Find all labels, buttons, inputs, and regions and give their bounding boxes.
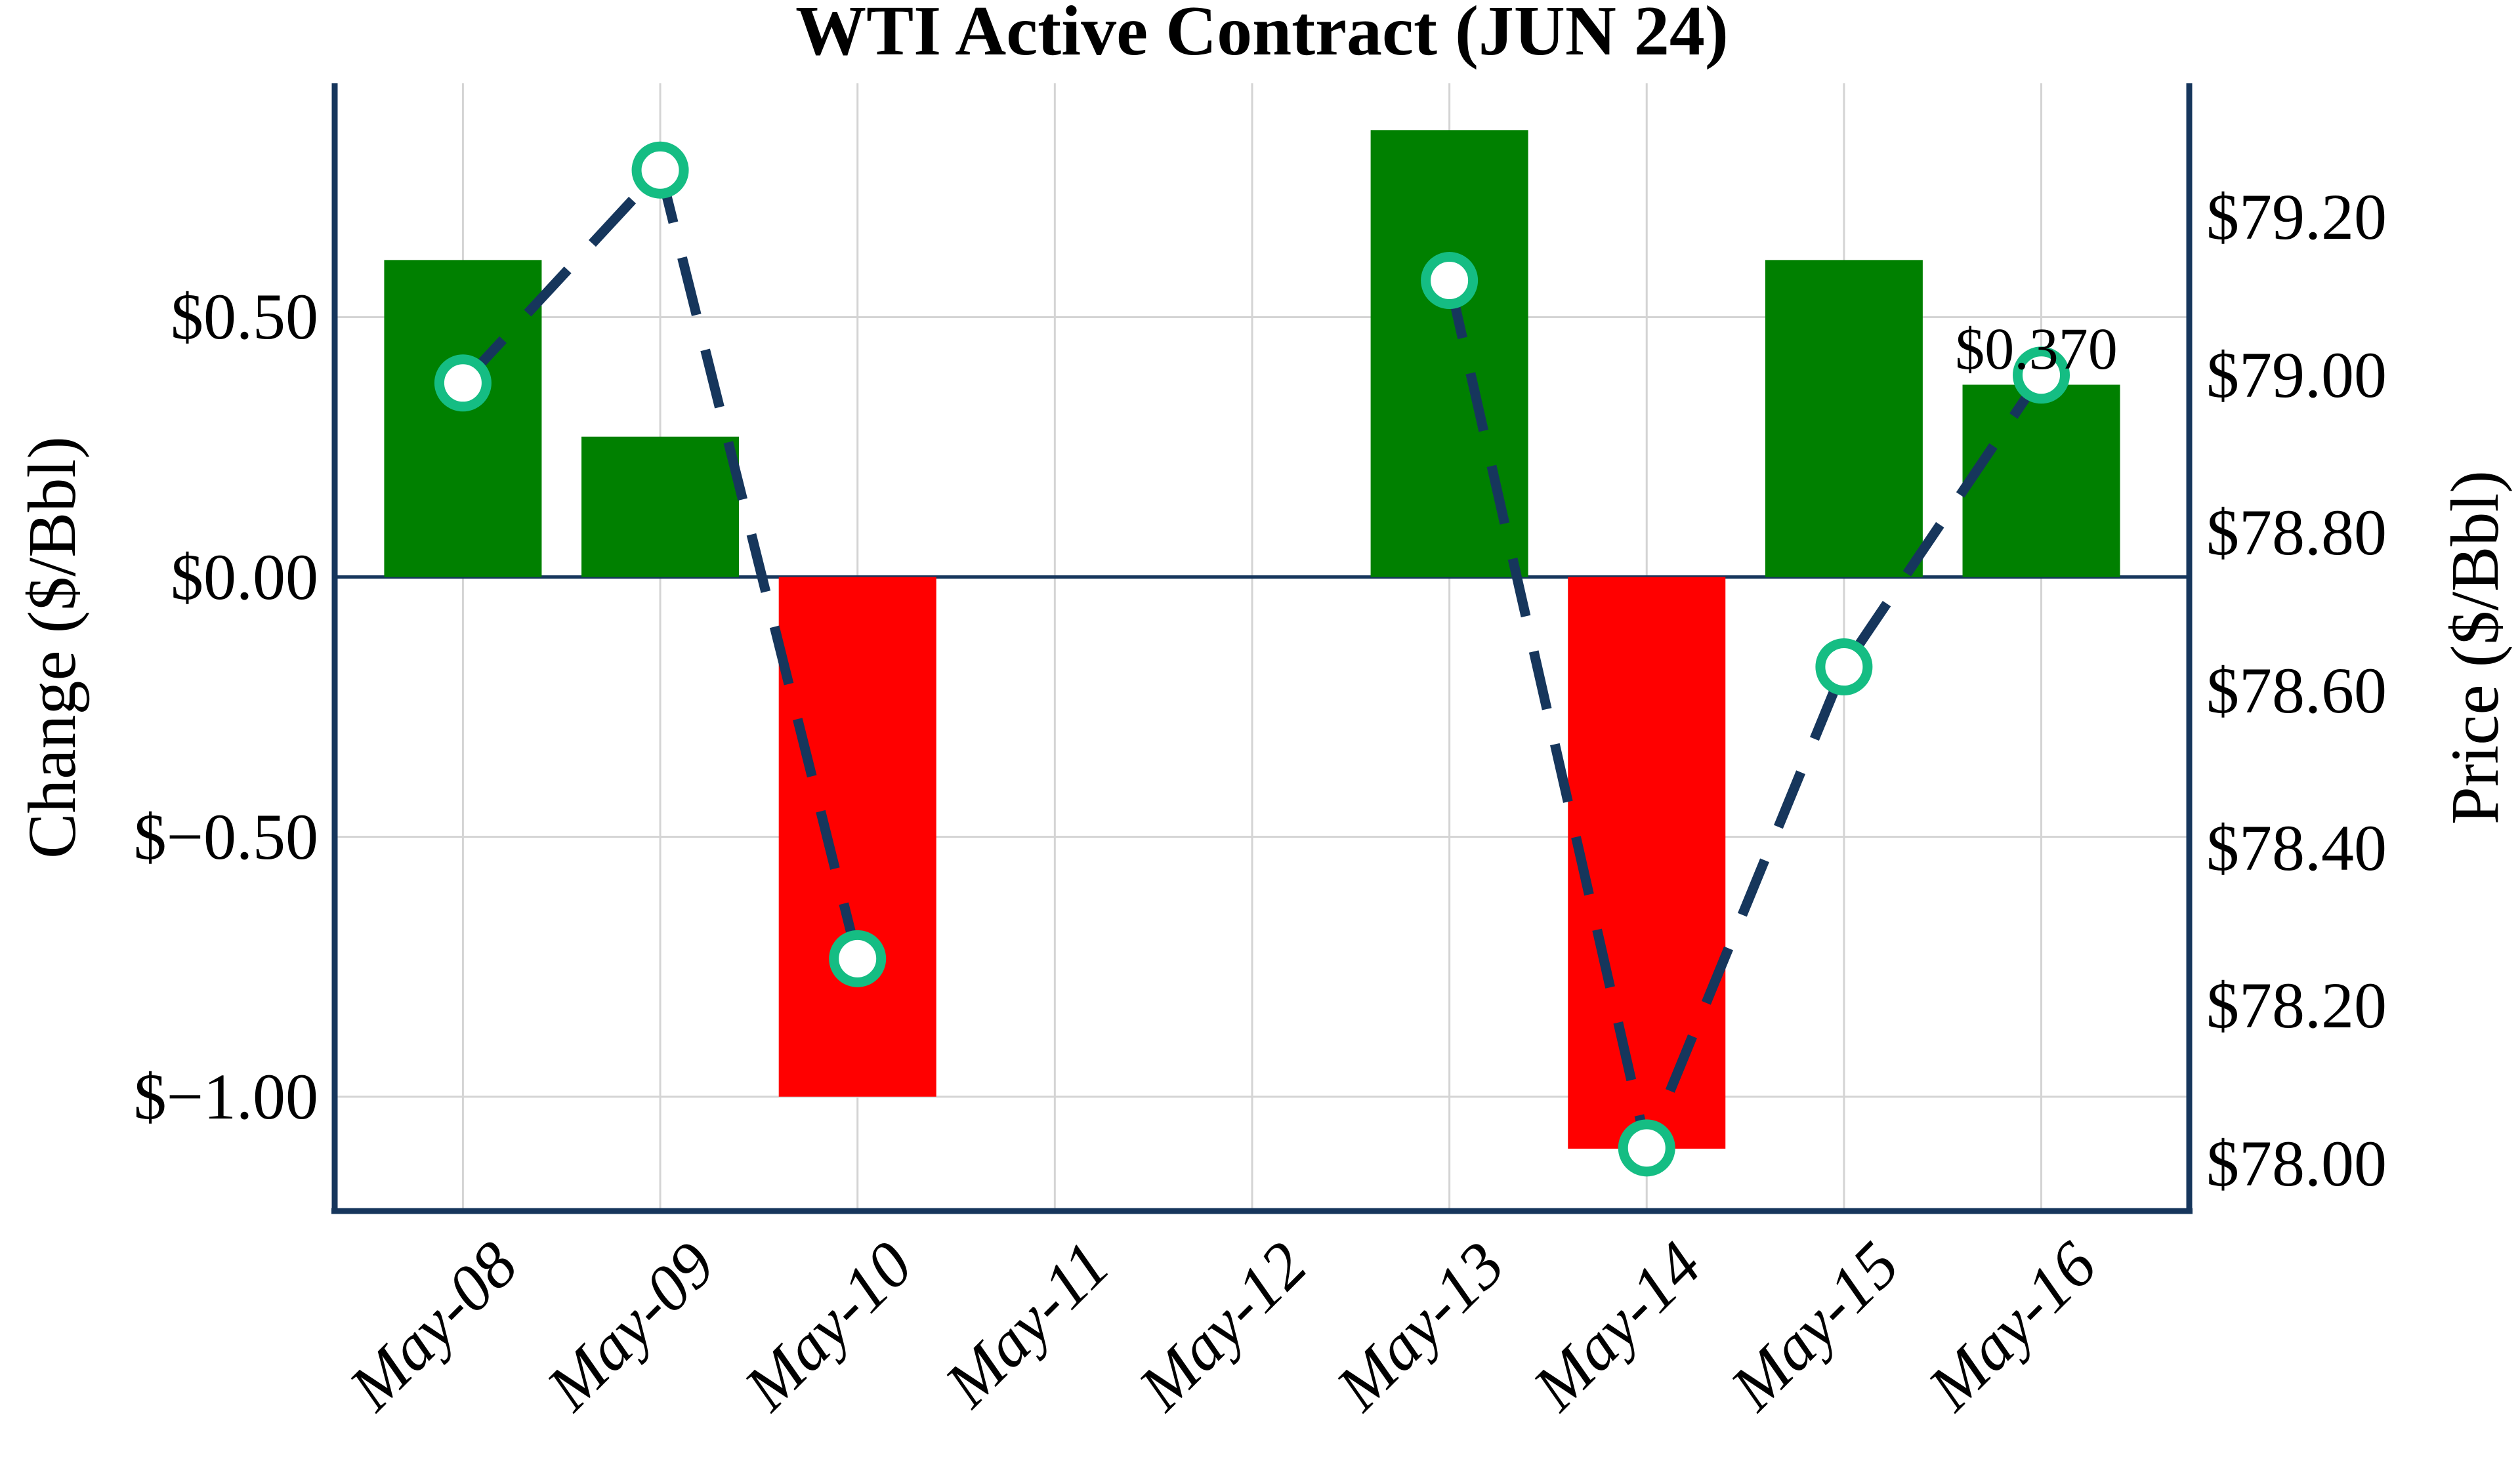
left-tick-label: $0.50 [171, 280, 318, 354]
change-bar [384, 260, 542, 577]
left-tick-label: $−0.50 [133, 800, 318, 873]
right-axis-label: Price ($/Bbl) [2437, 470, 2513, 825]
change-bar [1962, 384, 2120, 577]
right-tick-label: $78.00 [2206, 1126, 2387, 1200]
price-marker [631, 141, 689, 199]
price-marker [1815, 638, 1873, 696]
right-tick-label: $78.20 [2206, 969, 2387, 1042]
change-bar [1765, 260, 1923, 577]
price-marker [434, 354, 492, 412]
chart-title: WTI Active Contract (JUN 24) [795, 0, 1729, 70]
left-axis-label: Change ($/Bbl) [14, 436, 90, 859]
last-change-annotation: $0.370 [1955, 317, 2118, 382]
price-marker [1421, 252, 1479, 310]
change-bar [581, 436, 740, 577]
price-marker [2013, 346, 2070, 404]
left-tick-label: $−1.00 [133, 1059, 318, 1133]
right-tick-label: $79.00 [2206, 338, 2387, 411]
left-tick-label: $0.00 [171, 540, 318, 613]
right-tick-label: $78.40 [2206, 812, 2387, 885]
price-line [1444, 279, 2046, 1164]
right-tick-label: $78.60 [2206, 653, 2387, 727]
right-tick-label: $79.20 [2206, 180, 2387, 254]
change-bar [1568, 577, 1726, 1149]
price-marker [829, 930, 887, 987]
price-marker [1618, 1119, 1675, 1177]
change-bar [778, 577, 936, 1097]
right-tick-label: $78.80 [2206, 496, 2387, 569]
